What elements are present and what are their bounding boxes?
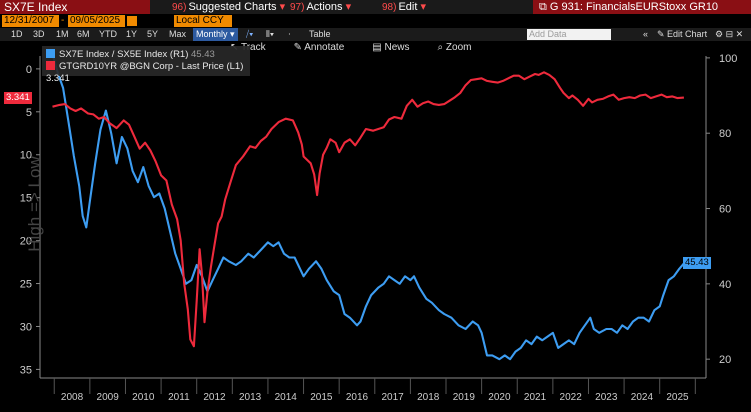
period-max[interactable]: Max: [169, 29, 187, 39]
bar-chart-icon[interactable]: ⫴▾: [266, 29, 275, 39]
chevron-down-icon: ▾: [420, 1, 427, 13]
legend-item-gtgrd[interactable]: GTGRD10YR @BGN Corp - Last Price (L1) 3.…: [46, 61, 250, 84]
chevron-down-icon: ▾: [279, 1, 286, 13]
left-axis-tick-label: 10: [20, 150, 32, 162]
news-tool[interactable]: ▤ News: [372, 42, 410, 53]
x-axis-tick-label: 2013: [239, 392, 262, 403]
left-axis-tick-label: 25: [20, 279, 32, 291]
collapse-icon[interactable]: «: [643, 29, 649, 39]
x-axis-tick-label: 2008: [61, 392, 84, 403]
suggested-charts-menu[interactable]: 96) Suggested Charts ▾: [172, 0, 285, 14]
menu-number: 97): [290, 2, 305, 13]
period-6m[interactable]: 6M: [77, 29, 90, 39]
edit-chart-button[interactable]: ✎ Edit Chart: [657, 29, 708, 39]
chart-options-icon[interactable]: ⚙ ⊟ ✕: [715, 29, 744, 39]
legend: SX7E Index / SX5E Index (R1) 45.43 GTGRD…: [42, 46, 250, 84]
legend-value: 45.43: [191, 49, 215, 60]
x-axis-tick-label: 2020: [488, 392, 511, 403]
right-axis-tick-label: 80: [719, 128, 731, 140]
period-3d[interactable]: 3D: [33, 29, 45, 39]
x-axis-tick-label: 2011: [168, 392, 190, 403]
right-axis-tick-label: 100: [719, 53, 737, 65]
x-axis-tick-label: 2019: [453, 392, 476, 403]
x-axis-tick-label: 2018: [417, 392, 440, 403]
left-axis-tick-label: 30: [20, 321, 32, 333]
track-label: Track: [240, 42, 266, 53]
ticker-title[interactable]: SX7E Index: [0, 0, 150, 14]
frequency-select[interactable]: Monthly ▾: [193, 28, 238, 41]
right-axis-tick-label: 20: [719, 354, 731, 366]
table-button[interactable]: Table: [309, 29, 331, 39]
add-data-input[interactable]: Add Data: [527, 29, 611, 40]
period-1d[interactable]: 1D: [11, 29, 23, 39]
left-axis-label: High => Low: [25, 156, 44, 252]
period-5y[interactable]: 5Y: [147, 29, 159, 39]
x-axis-tick-label: 2021: [524, 392, 547, 403]
news-label: News: [384, 42, 410, 53]
x-axis-tick-label: 2009: [97, 392, 120, 403]
series-line-sx7e-ratio: [51, 53, 685, 361]
period-1y[interactable]: 1Y: [126, 29, 138, 39]
period-ytd[interactable]: YTD: [99, 29, 117, 39]
legend-swatch-red: [46, 61, 55, 70]
left-axis-tick-label: 20: [20, 236, 32, 248]
security-title[interactable]: ⧉ G 931: FinancialsEURStoxx GR10: [533, 0, 751, 14]
period-1m[interactable]: 1M: [56, 29, 69, 39]
x-axis-tick-label: 2025: [666, 392, 689, 403]
chevron-down-icon: ▾: [345, 1, 352, 13]
calendar-icon[interactable]: [127, 16, 137, 26]
edit-chart-label: Edit Chart: [667, 29, 708, 39]
x-axis-tick-label: 2017: [381, 392, 404, 403]
left-axis-tick-label: 5: [26, 107, 32, 119]
legend-value: 3.341: [46, 73, 70, 84]
x-axis-tick-label: 2015: [310, 392, 333, 403]
left-axis-tick-label: 35: [20, 364, 32, 376]
legend-swatch-blue: [46, 49, 55, 58]
security-title-text: G 931: FinancialsEURStoxx GR10: [549, 1, 719, 13]
x-axis-tick-label: 2010: [132, 392, 155, 403]
zoom-label: Zoom: [445, 42, 472, 53]
last-price-badge-left: 3.341: [4, 91, 32, 104]
legend-item-sx7e[interactable]: SX7E Index / SX5E Index (R1) 45.43: [46, 49, 215, 61]
series-line-gtgrd10yr: [52, 71, 684, 348]
legend-label: SX7E Index / SX5E Index (R1): [59, 49, 189, 60]
x-axis-tick-label: 2016: [346, 392, 369, 403]
legend-label: GTGRD10YR @BGN Corp - Last Price (L1): [59, 61, 244, 72]
x-axis-tick-label: 2014: [275, 392, 298, 403]
annotate-tool[interactable]: ✎ Annotate: [293, 42, 345, 53]
end-date-field[interactable]: 09/05/2025: [68, 15, 125, 27]
left-axis-tick-label: 15: [20, 193, 32, 205]
x-axis-tick-label: 2012: [203, 392, 226, 403]
left-axis-tick-label: 0: [26, 64, 32, 76]
actions-menu[interactable]: 97) Actions ▾: [290, 0, 351, 14]
right-axis-tick-label: 60: [719, 204, 731, 216]
line-chart-icon[interactable]: ⧸▾: [246, 29, 254, 39]
annotate-label: Annotate: [304, 42, 345, 53]
menu-number: 98): [382, 2, 397, 13]
x-axis-tick-label: 2023: [595, 392, 618, 403]
x-axis-tick-label: 2024: [631, 392, 654, 403]
x-axis-tick-label: 2022: [560, 392, 583, 403]
start-date-field[interactable]: 12/31/2007: [2, 15, 59, 27]
edit-menu[interactable]: 98) Edit ▾: [382, 0, 426, 14]
settings-icon[interactable]: ⋅: [288, 29, 291, 39]
external-link-icon: ⧉: [539, 1, 550, 13]
last-price-badge-right: 45.43: [683, 257, 711, 270]
currency-field[interactable]: Local CCY: [174, 15, 232, 27]
frequency-label: Monthly: [196, 29, 228, 39]
date-separator: -: [61, 15, 65, 26]
menu-number: 96): [172, 2, 187, 13]
menu-label: Edit: [398, 1, 418, 13]
menu-label: Suggested Charts: [188, 1, 277, 13]
zoom-tool[interactable]: ⌕ Zoom: [437, 42, 472, 53]
right-axis-tick-label: 40: [719, 279, 731, 291]
menu-label: Actions: [306, 1, 343, 13]
